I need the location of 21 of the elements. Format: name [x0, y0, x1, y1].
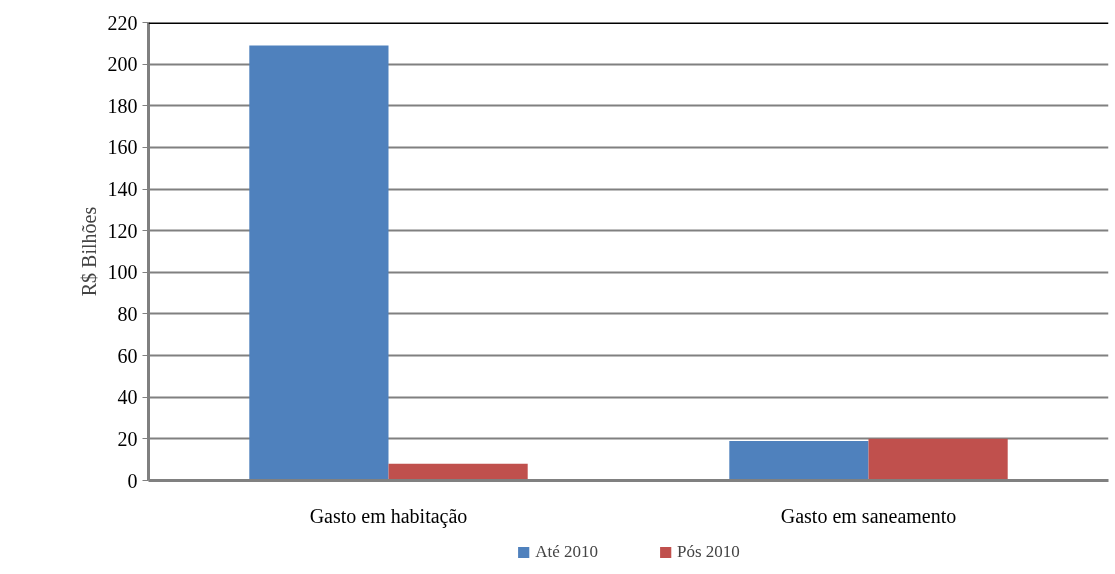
- legend-label: Pós 2010: [676, 542, 740, 562]
- bar: [388, 463, 528, 481]
- bar: [729, 440, 869, 481]
- y-tick-label: 80: [117, 302, 138, 325]
- y-tick-label: 20: [117, 427, 138, 450]
- bar: [249, 45, 389, 481]
- y-axis-title: R$ Bilhões: [77, 206, 100, 297]
- y-tick-label: 140: [107, 178, 138, 201]
- y-tick-label: 40: [117, 386, 138, 409]
- y-tick-label: 180: [107, 94, 138, 117]
- y-tick-label: 220: [107, 11, 138, 34]
- y-tick-label: 200: [107, 53, 138, 76]
- y-tick-label: 60: [117, 344, 138, 367]
- y-tick-label: 120: [107, 219, 138, 242]
- y-tick-label: 160: [107, 136, 138, 159]
- y-tick-label: 0: [127, 469, 138, 492]
- x-tick-label: Gasto em saneamento: [780, 504, 957, 527]
- x-tick-label: Gasto em habitação: [309, 504, 468, 528]
- legend-label: Até 2010: [535, 542, 598, 562]
- y-tick-label: 100: [107, 261, 138, 284]
- bar: [868, 438, 1008, 481]
